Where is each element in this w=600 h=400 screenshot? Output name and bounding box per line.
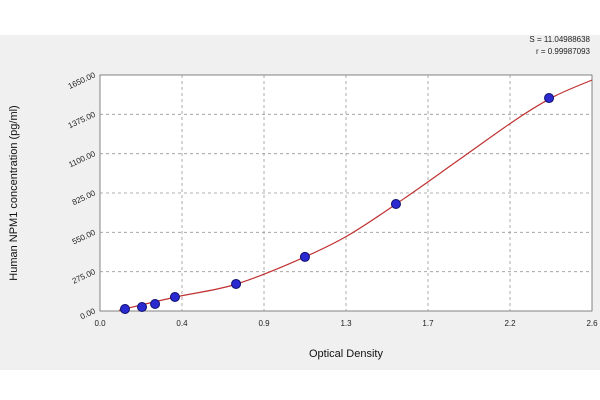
annotation: r = 0.99987093 [536, 47, 591, 56]
x-tick-label: 0.0 [94, 319, 106, 328]
data-point [299, 251, 310, 262]
x-tick-label: 2.6 [586, 319, 598, 328]
data-point [544, 93, 555, 104]
x-tick-label: 0.9 [258, 319, 270, 328]
data-point [150, 298, 161, 309]
x-tick-label: 1.7 [422, 319, 434, 328]
data-point [231, 278, 242, 289]
x-tick-label: 2.2 [504, 319, 516, 328]
x-tick-label: 0.4 [176, 319, 188, 328]
x-axis-label: Optical Density [309, 348, 383, 360]
data-point [119, 303, 130, 314]
annotation: S = 11.04988638 [529, 35, 590, 44]
fit-curve [118, 79, 593, 311]
data-point [169, 291, 180, 302]
x-tick-label: 1.3 [340, 319, 352, 328]
data-point [390, 199, 401, 210]
y-axis-label: Human NPM1 concentration (pg/ml) [8, 105, 20, 280]
data-point [137, 301, 148, 312]
